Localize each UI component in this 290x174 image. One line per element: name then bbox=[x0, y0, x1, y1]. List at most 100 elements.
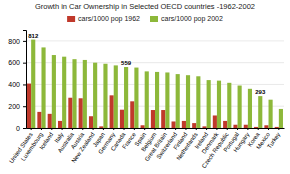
bar bbox=[99, 126, 103, 128]
bar bbox=[254, 127, 258, 128]
x-tick: Turkey bbox=[266, 128, 281, 150]
x-tick-mark bbox=[227, 128, 228, 130]
x-tick-mark bbox=[62, 128, 63, 130]
x-tick-mark bbox=[41, 128, 42, 130]
x-tick-mark bbox=[196, 128, 197, 130]
bar bbox=[244, 125, 248, 128]
x-axis: United StatesLuxembourgIcelandItalyAustr… bbox=[8, 128, 284, 169]
y-tick: 800 bbox=[8, 38, 26, 45]
y-tick-label: 400 bbox=[8, 81, 20, 88]
chart: Growth in Car Ownership in Selected OECD… bbox=[0, 0, 290, 174]
x-tick: Hungary bbox=[232, 128, 250, 153]
annotation: 293 bbox=[255, 89, 266, 95]
y-tick: 600 bbox=[8, 59, 26, 66]
y-tick-mark bbox=[23, 106, 26, 107]
bar bbox=[93, 63, 97, 128]
bar bbox=[134, 68, 138, 128]
bar bbox=[264, 125, 268, 128]
bar bbox=[31, 40, 35, 128]
bar bbox=[110, 95, 114, 128]
x-tick-mark bbox=[72, 128, 73, 130]
bar bbox=[165, 72, 169, 128]
bar bbox=[238, 86, 242, 128]
bar bbox=[89, 116, 93, 128]
bar bbox=[124, 67, 128, 128]
x-tick-mark bbox=[185, 128, 186, 130]
annotation: 812 bbox=[28, 33, 39, 39]
y-tick: 0 bbox=[16, 125, 26, 132]
y-tick-mark bbox=[23, 84, 26, 85]
bar bbox=[151, 110, 155, 128]
bar bbox=[58, 121, 62, 128]
grid bbox=[26, 41, 284, 128]
bar bbox=[196, 76, 200, 128]
x-tick-mark bbox=[216, 128, 217, 130]
legend-swatch bbox=[150, 16, 158, 22]
x-tick-label: Iceland bbox=[38, 131, 54, 150]
x-tick: Iceland bbox=[38, 128, 54, 151]
bar bbox=[176, 74, 180, 128]
bar bbox=[83, 60, 87, 128]
legend-label: cars/1000 pop 1962 bbox=[78, 15, 140, 23]
bar bbox=[62, 57, 66, 128]
bar bbox=[37, 112, 41, 128]
x-tick-label: Turkey bbox=[266, 131, 281, 149]
x-tick-mark bbox=[51, 128, 52, 130]
bar bbox=[41, 47, 45, 128]
bar bbox=[223, 121, 227, 128]
x-tick-mark bbox=[144, 128, 145, 130]
bar bbox=[202, 126, 206, 128]
x-tick-mark bbox=[258, 128, 259, 130]
bar bbox=[186, 75, 190, 128]
y-axis-line bbox=[23, 31, 27, 129]
bar bbox=[79, 98, 83, 128]
x-tick-mark bbox=[237, 128, 238, 130]
x-tick-mark bbox=[268, 128, 269, 130]
bar bbox=[192, 123, 196, 128]
x-tick-mark bbox=[82, 128, 83, 130]
bar bbox=[130, 101, 134, 128]
x-tick: France bbox=[121, 128, 137, 150]
bar bbox=[217, 81, 221, 128]
x-tick-mark bbox=[124, 128, 125, 130]
legend-item: cars/1000 pop 2002 bbox=[150, 15, 223, 23]
y-tick-label: 800 bbox=[8, 38, 20, 45]
bar bbox=[52, 55, 56, 128]
x-tick-mark bbox=[247, 128, 248, 130]
bar bbox=[279, 109, 283, 128]
bar bbox=[258, 96, 262, 128]
x-tick-mark bbox=[31, 128, 32, 130]
bar bbox=[155, 72, 159, 128]
grid-line bbox=[26, 40, 284, 41]
bar bbox=[227, 83, 231, 128]
bar bbox=[233, 125, 237, 128]
bar bbox=[27, 84, 31, 128]
legend-item: cars/1000 pop 1962 bbox=[67, 15, 140, 23]
bar bbox=[120, 110, 124, 128]
title: Growth in Car Ownership in Selected OECD… bbox=[35, 2, 255, 11]
x-tick-mark bbox=[155, 128, 156, 130]
x-axis-line bbox=[27, 128, 285, 129]
y-tick-mark bbox=[23, 41, 26, 42]
legend-swatch bbox=[67, 16, 75, 22]
y-tick-label: 600 bbox=[8, 59, 20, 66]
x-tick-label: New Zealand bbox=[70, 131, 95, 163]
x-tick-mark bbox=[93, 128, 94, 130]
bar bbox=[161, 110, 165, 128]
x-tick-mark bbox=[103, 128, 104, 130]
bar bbox=[182, 121, 186, 128]
x-tick-mark bbox=[165, 128, 166, 130]
bar bbox=[72, 59, 76, 128]
bar bbox=[172, 121, 176, 128]
bar bbox=[213, 115, 217, 128]
annotations: 812559293 bbox=[28, 33, 266, 96]
legend: cars/1000 pop 1962 cars/1000 pop 2002 bbox=[67, 15, 223, 23]
bar bbox=[145, 71, 149, 128]
y-tick: 200 bbox=[8, 103, 26, 110]
y-axis: 0 200 400 600 800 bbox=[8, 31, 26, 132]
bar bbox=[207, 80, 211, 128]
bar bbox=[48, 114, 52, 128]
x-tick-mark bbox=[134, 128, 135, 130]
bar bbox=[275, 127, 279, 128]
y-tick-mark bbox=[23, 63, 26, 64]
